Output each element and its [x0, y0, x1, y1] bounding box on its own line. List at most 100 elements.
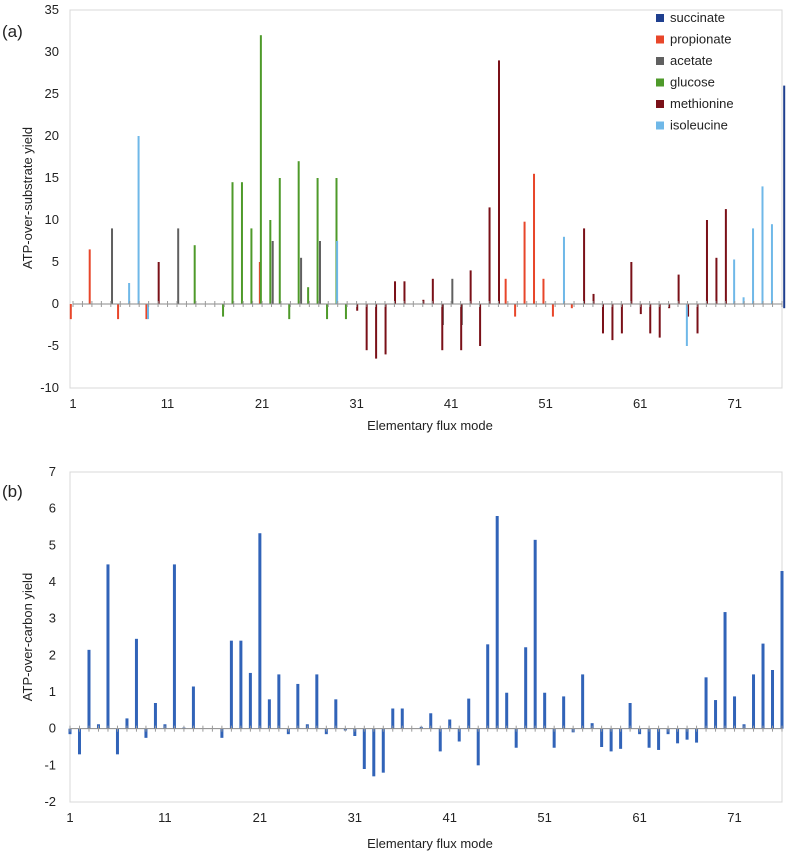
chart-b-bar — [172, 564, 176, 729]
chart-a-y-tick-label: 0 — [52, 296, 59, 311]
chart-a-bar-propionate — [542, 278, 545, 304]
chart-b-bar — [391, 708, 395, 729]
chart-b-bar — [467, 698, 471, 729]
chart-a-bar-methionine — [394, 281, 397, 304]
chart-b-bar — [514, 728, 518, 748]
chart-b-bar — [647, 728, 651, 748]
legend-label-propionate: propionate — [670, 32, 731, 47]
chart-a-bar-glucose — [222, 304, 225, 317]
chart-b-bar — [457, 728, 461, 742]
chart-a-bar-isoleucine — [733, 259, 736, 304]
chart-a-bar-propionate — [69, 304, 72, 320]
chart-a-bar-methionine — [687, 304, 690, 317]
chart-a-bar-methionine — [384, 304, 387, 355]
chart-a-y-tick-label: -5 — [47, 338, 59, 353]
chart-b-bar — [695, 728, 699, 743]
chart-a-bar-methionine — [431, 278, 434, 304]
chart-a-bar-propionate — [533, 173, 536, 304]
chart-b-bar — [438, 728, 442, 752]
chart-b-x-tick-label: 61 — [632, 810, 646, 825]
chart-b-bar — [106, 564, 110, 729]
chart-b-bar — [619, 728, 623, 749]
chart-a-bar-glucose — [297, 161, 300, 304]
chart-a-x-tick-label: 11 — [161, 396, 175, 411]
chart-a-bar-propionate — [514, 304, 517, 317]
chart-a-bar-methionine — [724, 209, 727, 304]
chart-a-x-tick-label: 71 — [727, 396, 741, 411]
chart-b-y-tick-label: -1 — [44, 757, 56, 772]
chart-b-bar — [277, 674, 281, 729]
chart-a-bar-methionine — [498, 60, 500, 305]
chart-a-bar-glucose — [344, 304, 347, 320]
chart-a-bar-methionine — [479, 304, 482, 346]
legend-swatch-propionate — [656, 35, 664, 44]
chart-a-bar-methionine — [422, 299, 425, 304]
chart-a-bar-methionine — [441, 304, 444, 351]
chart-b-bar — [685, 728, 689, 740]
chart-b-bar — [761, 643, 765, 729]
chart-a-bar-methionine — [583, 228, 586, 304]
chart-b-bar — [134, 638, 138, 729]
chart-b-bar — [87, 649, 91, 729]
chart-b-x-tick-label: 51 — [537, 810, 551, 825]
chart-a-bar-methionine — [157, 262, 160, 304]
legend-label-methionine: methionine — [670, 96, 734, 111]
chart-a-bar-methionine — [403, 281, 406, 304]
chart-a-bar-propionate — [504, 278, 507, 304]
chart-a-bar-methionine — [630, 262, 633, 304]
chart-a-bar-methionine — [649, 304, 652, 334]
chart-a-frame — [69, 9, 783, 389]
chart-a-bar-glucose — [278, 178, 281, 304]
chart-a-x-tick-label: 61 — [633, 396, 647, 411]
chart-a-bar-methionine — [696, 304, 699, 334]
chart-a-bar-methionine — [715, 257, 718, 304]
chart-a-bar-propionate — [117, 304, 120, 320]
chart-a-bar-glucose — [240, 182, 243, 304]
chart-b-bar — [476, 728, 480, 766]
chart-b-bar — [714, 700, 718, 729]
chart-a-bar-methionine — [356, 304, 359, 311]
chart-a-bar-acetate — [318, 241, 321, 304]
chart-b-bar — [495, 516, 499, 729]
chart-a-bar-isoleucine — [137, 136, 140, 304]
panel-a-label: (a) — [2, 22, 23, 41]
chart-a-x-tick-label: 51 — [538, 396, 552, 411]
chart-b-y-tick-label: -2 — [44, 794, 56, 809]
chart-b-bar — [353, 728, 357, 736]
chart-a-bar-methionine — [611, 304, 614, 341]
chart-b-bar — [543, 692, 547, 729]
chart-a-bar-acetate — [451, 278, 454, 304]
chart-a-bar-propionate — [551, 304, 554, 317]
chart-b-bar — [315, 674, 319, 729]
chart-b-bar — [524, 647, 528, 729]
chart-a-bar-isoleucine — [752, 228, 755, 304]
chart-a-bar-methionine — [488, 207, 491, 304]
chart-b-y-tick-label: 5 — [49, 537, 56, 552]
legend-label-glucose: glucose — [670, 75, 715, 90]
chart-b-x-axis-title: Elementary flux mode — [367, 836, 493, 851]
chart-a-bar-methionine — [601, 304, 604, 334]
chart-b-y-tick-label: 4 — [49, 574, 56, 589]
chart-b-bar — [657, 728, 661, 750]
chart-a-x-tick-label: 21 — [255, 396, 269, 411]
chart-a-y-tick-label: 30 — [45, 44, 59, 59]
chart-b-bar — [733, 696, 737, 729]
chart-b-y-tick-label: 7 — [49, 464, 56, 479]
chart-a-bar-acetate — [111, 228, 114, 304]
chart-a-bar-acetate — [300, 257, 303, 304]
chart-a-x-tick-label: 31 — [349, 396, 363, 411]
legend-swatch-isoleucine — [656, 121, 664, 130]
legend-label-acetate: acetate — [670, 53, 713, 68]
chart-a-bar-glucose — [307, 287, 310, 304]
chart-a-plot-border — [69, 9, 783, 389]
chart-a-y-tick-label: 25 — [45, 86, 59, 101]
chart-b-x-tick-label: 71 — [727, 810, 741, 825]
chart-b-x-tick-label: 1 — [66, 810, 73, 825]
chart-a-bar-methionine — [469, 270, 472, 304]
chart-b-bar — [486, 644, 490, 729]
chart-b-bar — [448, 719, 452, 729]
